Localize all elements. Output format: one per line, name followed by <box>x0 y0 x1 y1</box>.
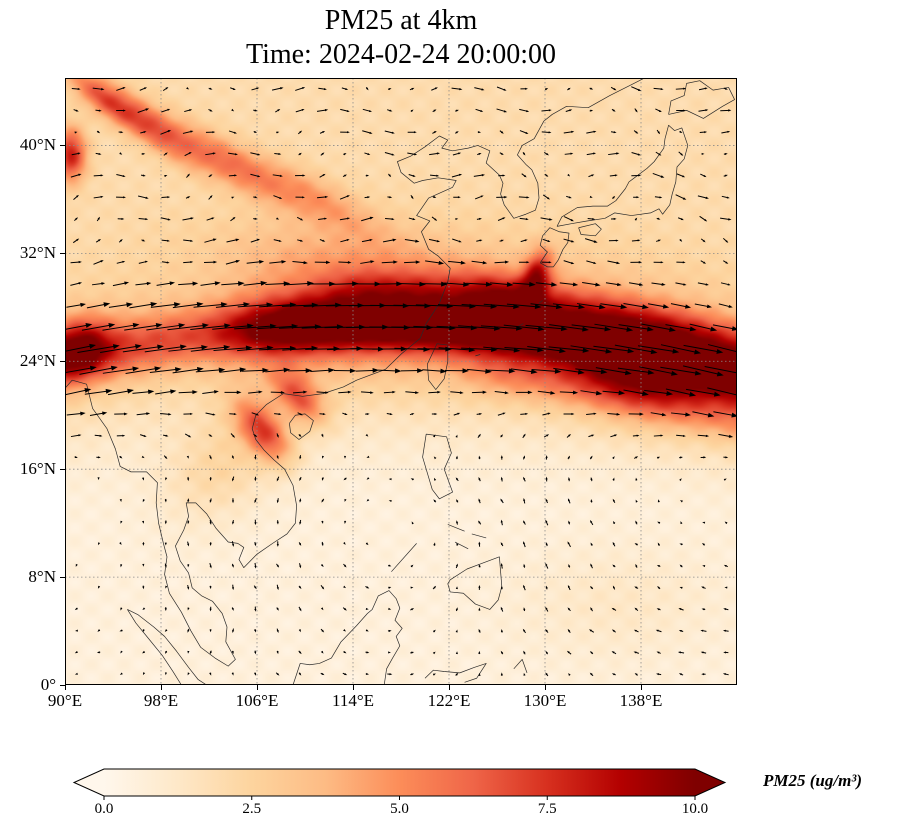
colorbar-tick-label: 5.0 <box>390 801 409 817</box>
y-tick-label: 0° <box>40 675 56 694</box>
y-tick-label: 16°N <box>19 459 56 479</box>
colorbar-tick-label: 7.5 <box>537 801 557 817</box>
x-tick-mark <box>448 685 450 690</box>
y-tick-label: 32°N <box>19 243 56 263</box>
colorbar-tick-label: 10.0 <box>681 801 709 817</box>
x-tick-label: 90°E <box>47 691 83 710</box>
colorbar-tick-label: 0.0 <box>94 801 114 817</box>
x-tick-label: 130°E <box>523 691 567 710</box>
y-tick-mark <box>60 360 65 362</box>
x-tick-mark <box>544 685 546 690</box>
colorbar-over-arrow <box>695 769 725 796</box>
y-tick-label: 8°N <box>28 567 56 587</box>
x-tick-label: 138°E <box>619 691 663 710</box>
y-tick-label: 40°N <box>19 135 56 155</box>
map-canvas <box>65 78 737 685</box>
map-plot <box>65 78 737 685</box>
y-tick-mark <box>60 468 65 470</box>
x-tick-mark <box>64 685 66 690</box>
colorbar-gradient <box>104 769 695 796</box>
chart-title: PM25 at 4km <box>324 5 478 36</box>
x-tick-label: 114°E <box>331 691 375 710</box>
x-tick-mark <box>352 685 354 690</box>
y-tick-mark <box>60 252 65 254</box>
x-tick-mark <box>640 685 642 690</box>
colorbar-under-arrow <box>74 769 104 796</box>
x-tick-mark <box>256 685 258 690</box>
y-tick-mark <box>60 144 65 146</box>
y-tick-label: 24°N <box>19 351 56 371</box>
x-tick-label: 122°E <box>427 691 471 710</box>
x-tick-label: 106°E <box>235 691 279 710</box>
colorbar-tick-label: 2.5 <box>242 801 262 817</box>
y-tick-mark <box>60 684 65 686</box>
x-tick-mark <box>160 685 162 690</box>
y-tick-mark <box>60 576 65 578</box>
colorbar <box>72 768 727 800</box>
chart-subtitle: Time: 2024-02-24 20:00:00 <box>245 39 557 70</box>
colorbar-label: PM25 (ug/m³) <box>763 771 863 790</box>
x-tick-label: 98°E <box>143 691 179 710</box>
